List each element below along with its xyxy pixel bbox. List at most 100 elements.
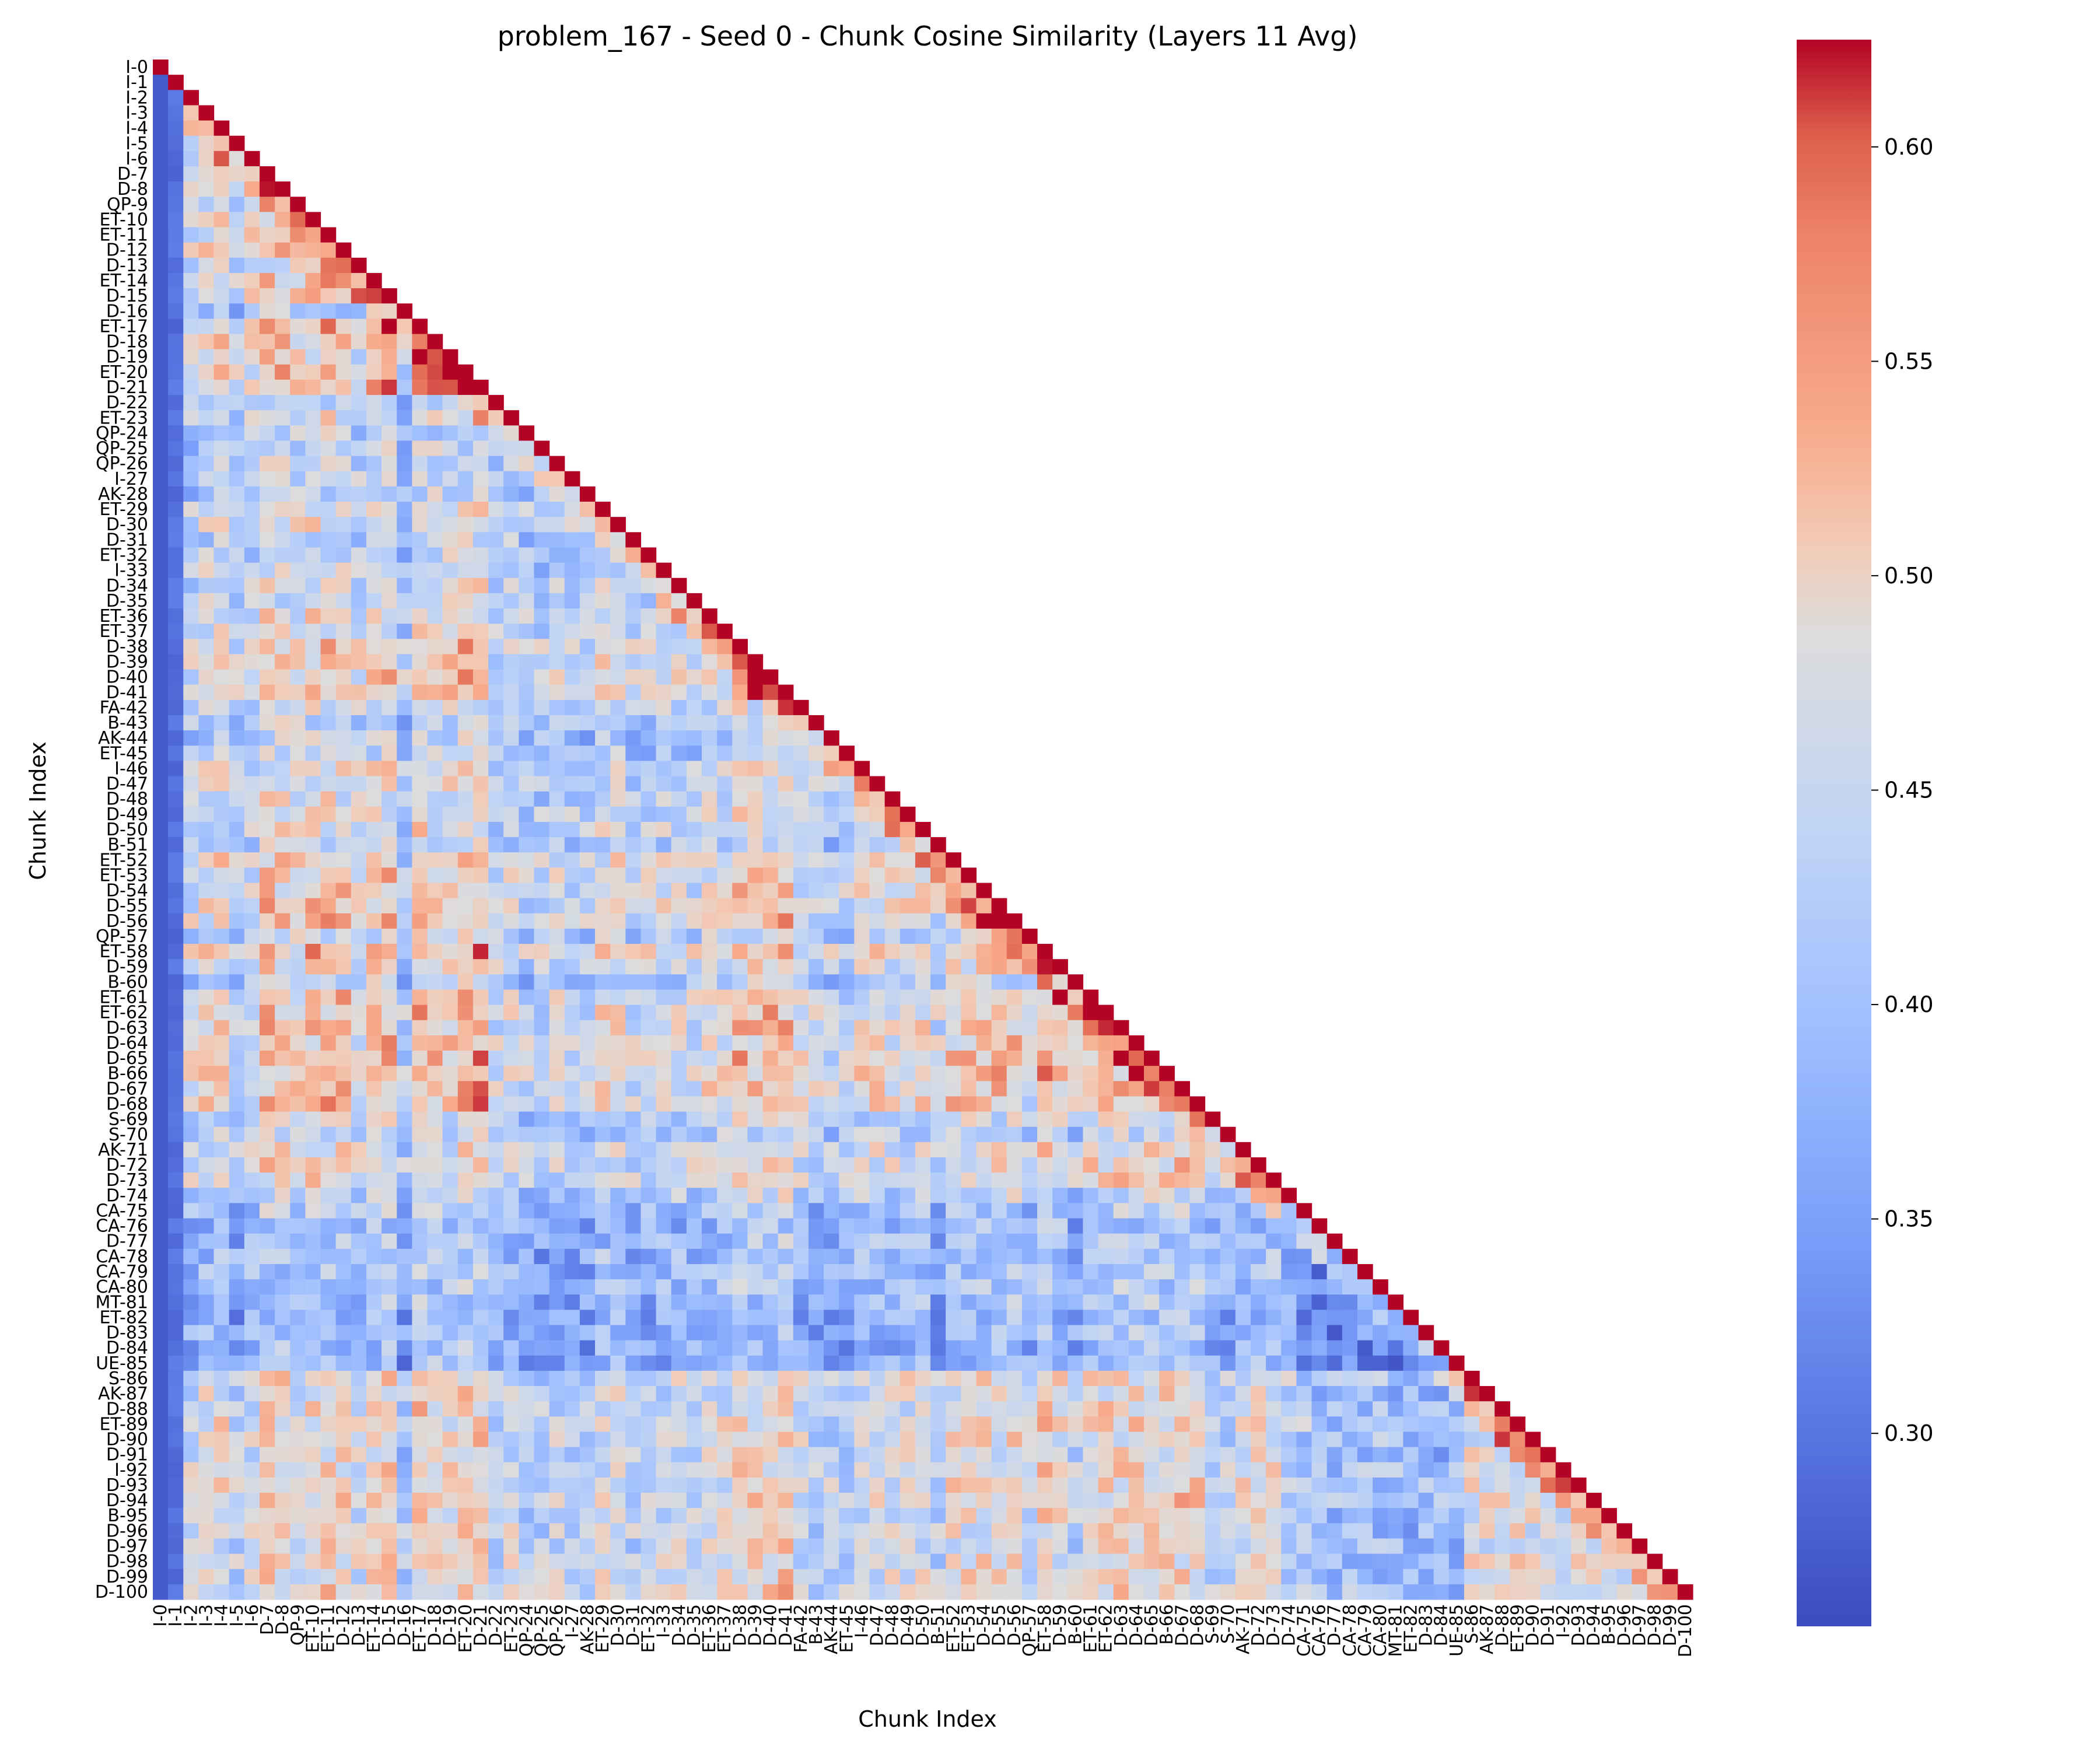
heatmap-cell xyxy=(915,928,931,944)
heatmap-cell xyxy=(854,1416,870,1433)
heatmap-cell xyxy=(915,1005,931,1021)
heatmap-cell xyxy=(625,898,642,914)
heatmap-cell xyxy=(595,1553,611,1570)
heatmap-cell xyxy=(244,1051,260,1066)
heatmap-cell xyxy=(473,593,489,609)
heatmap-cell xyxy=(534,746,550,761)
heatmap-cell xyxy=(610,730,626,746)
heatmap-cell xyxy=(305,867,321,884)
heatmap-cell xyxy=(1555,1523,1572,1539)
heatmap-cell xyxy=(366,547,382,564)
heatmap-cell xyxy=(275,318,290,335)
heatmap-cell xyxy=(701,1340,718,1356)
heatmap-cell xyxy=(351,1111,367,1128)
heatmap-cell xyxy=(1052,1188,1068,1203)
heatmap-cell xyxy=(732,684,748,701)
heatmap-cell xyxy=(564,1142,580,1158)
heatmap-cell xyxy=(412,502,428,517)
heatmap-cell xyxy=(839,959,855,975)
heatmap-cell xyxy=(1403,1508,1419,1524)
heatmap-cell xyxy=(335,791,352,807)
heatmap-cell xyxy=(488,928,504,944)
heatmap-cell xyxy=(229,1447,245,1463)
heatmap-cell xyxy=(1037,1157,1053,1173)
heatmap-cell xyxy=(290,699,306,716)
heatmap-cell xyxy=(229,821,245,838)
heatmap-cell xyxy=(946,1157,961,1173)
heatmap-cell xyxy=(610,1126,626,1143)
heatmap-cell xyxy=(900,928,916,944)
heatmap-cell xyxy=(869,1051,886,1066)
heatmap-cell xyxy=(198,578,215,594)
heatmap-cell xyxy=(198,395,215,411)
heatmap-cell xyxy=(930,944,946,960)
heatmap-cell xyxy=(824,1142,839,1158)
heatmap-cell xyxy=(930,1203,946,1219)
heatmap-cell xyxy=(153,75,169,90)
heatmap-cell xyxy=(824,1310,839,1326)
heatmap-cell xyxy=(884,1432,901,1448)
heatmap-cell xyxy=(519,562,535,579)
heatmap-cell xyxy=(229,456,245,472)
heatmap-cell xyxy=(991,1325,1007,1341)
heatmap-cell xyxy=(839,1310,855,1326)
heatmap-cell xyxy=(229,1462,245,1478)
heatmap-cell xyxy=(762,883,779,899)
heatmap-cell xyxy=(214,1447,230,1463)
heatmap-cell xyxy=(549,1203,565,1219)
heatmap-cell xyxy=(351,608,367,624)
heatmap-cell xyxy=(1433,1447,1450,1463)
heatmap-cell xyxy=(1296,1370,1312,1387)
heatmap-cell xyxy=(214,928,230,944)
heatmap-cell xyxy=(1037,1370,1053,1387)
heatmap-cell xyxy=(915,1111,931,1128)
heatmap-cell xyxy=(1021,1477,1038,1493)
heatmap-cell xyxy=(214,456,230,472)
heatmap-cell xyxy=(503,1569,519,1585)
heatmap-cell xyxy=(519,746,535,761)
heatmap-cell xyxy=(473,1126,489,1143)
heatmap-cell xyxy=(351,821,367,838)
heatmap-cell xyxy=(473,410,489,426)
heatmap-cell xyxy=(168,197,184,212)
heatmap-cell xyxy=(457,1279,474,1295)
heatmap-cell xyxy=(778,837,794,853)
heatmap-cell xyxy=(503,1477,519,1493)
heatmap-cell xyxy=(168,181,184,197)
heatmap-cell xyxy=(244,532,260,548)
heatmap-cell xyxy=(1342,1279,1358,1295)
heatmap-cell xyxy=(686,1203,702,1219)
heatmap-cell xyxy=(168,334,184,350)
heatmap-cell xyxy=(1281,1432,1297,1448)
heatmap-cell xyxy=(534,1432,550,1448)
heatmap-cell xyxy=(671,837,687,853)
heatmap-cell xyxy=(1037,1538,1053,1555)
heatmap-cell xyxy=(534,1508,550,1524)
heatmap-cell xyxy=(214,776,230,792)
heatmap-cell xyxy=(397,1051,412,1066)
heatmap-cell xyxy=(275,1203,290,1219)
heatmap-cell xyxy=(701,1386,718,1402)
heatmap-cell xyxy=(290,395,306,411)
heatmap-cell xyxy=(732,1126,748,1143)
heatmap-cell xyxy=(762,1447,779,1463)
heatmap-cell xyxy=(1464,1447,1480,1463)
heatmap-cell xyxy=(153,699,169,716)
heatmap-cell xyxy=(1128,1493,1144,1508)
heatmap-cell xyxy=(488,852,504,868)
heatmap-cell xyxy=(579,1508,596,1524)
heatmap-cell xyxy=(488,1096,504,1112)
heatmap-cell xyxy=(884,913,901,929)
heatmap-cell xyxy=(351,593,367,609)
heatmap-cell xyxy=(1037,974,1053,991)
heatmap-cell xyxy=(701,654,718,670)
heatmap-cell xyxy=(275,562,290,579)
heatmap-cell xyxy=(320,486,337,502)
heatmap-cell xyxy=(244,1538,260,1555)
heatmap-cell xyxy=(244,1432,260,1448)
heatmap-cell xyxy=(427,715,443,731)
heatmap-cell xyxy=(1037,1401,1053,1417)
heatmap-cell xyxy=(259,974,275,991)
heatmap-cell xyxy=(656,1294,672,1310)
heatmap-cell xyxy=(930,1066,946,1082)
